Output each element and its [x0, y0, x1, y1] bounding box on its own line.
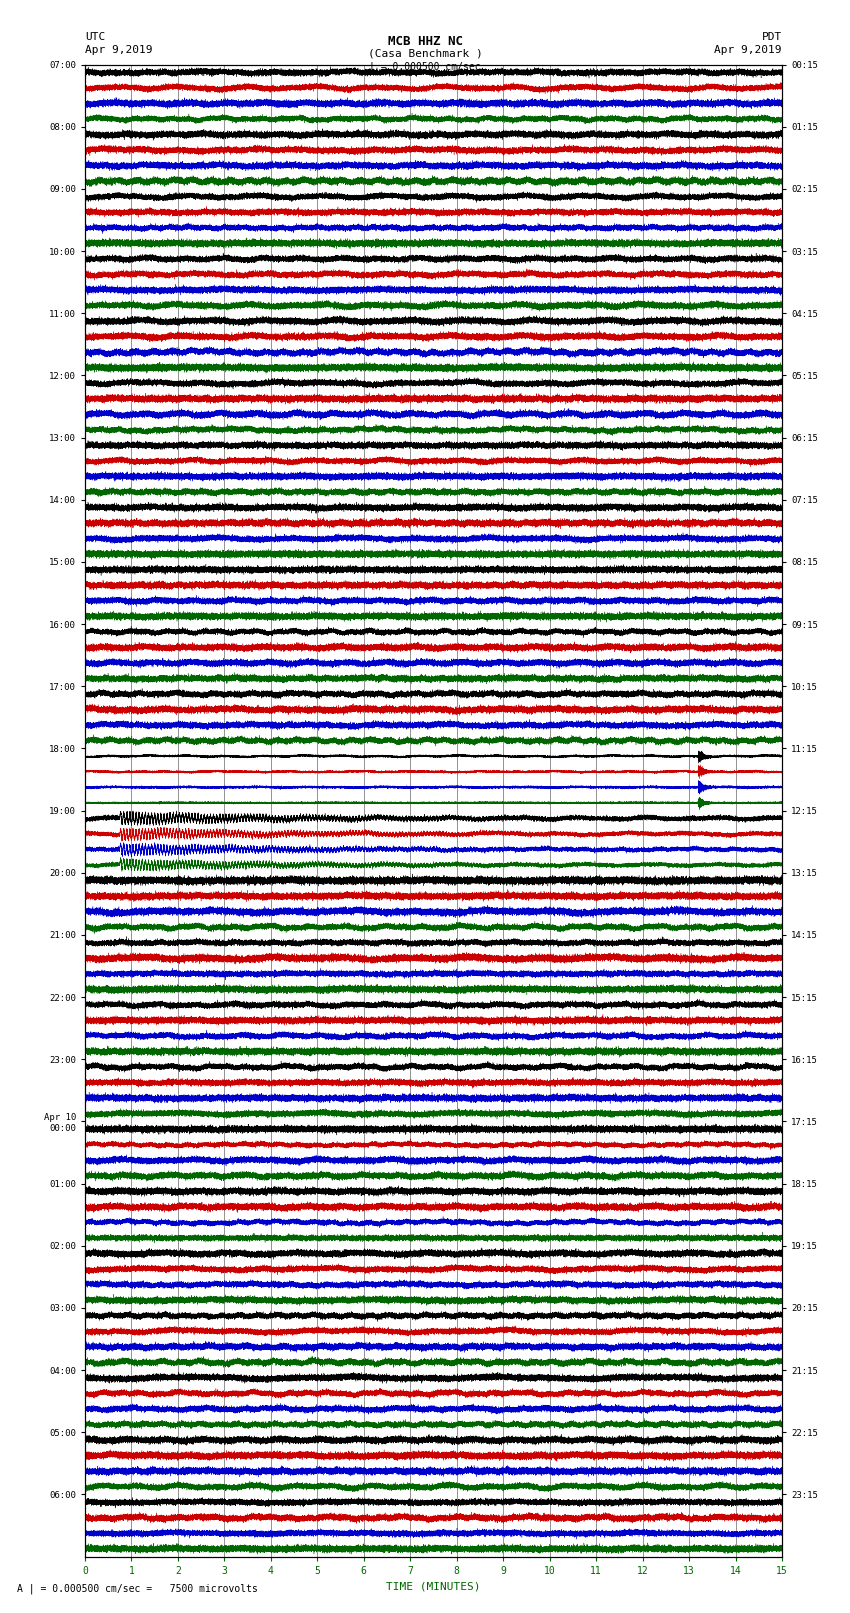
Text: | = 0.000500 cm/sec: | = 0.000500 cm/sec	[369, 61, 481, 73]
Text: MCB HHZ NC: MCB HHZ NC	[388, 35, 462, 48]
Text: (Casa Benchmark ): (Casa Benchmark )	[367, 48, 483, 58]
Text: UTC: UTC	[85, 32, 105, 42]
Text: Apr 9,2019: Apr 9,2019	[85, 45, 152, 55]
Text: PDT: PDT	[762, 32, 782, 42]
X-axis label: TIME (MINUTES): TIME (MINUTES)	[386, 1581, 481, 1590]
Text: Apr 9,2019: Apr 9,2019	[715, 45, 782, 55]
Text: A | = 0.000500 cm/sec =   7500 microvolts: A | = 0.000500 cm/sec = 7500 microvolts	[17, 1582, 258, 1594]
